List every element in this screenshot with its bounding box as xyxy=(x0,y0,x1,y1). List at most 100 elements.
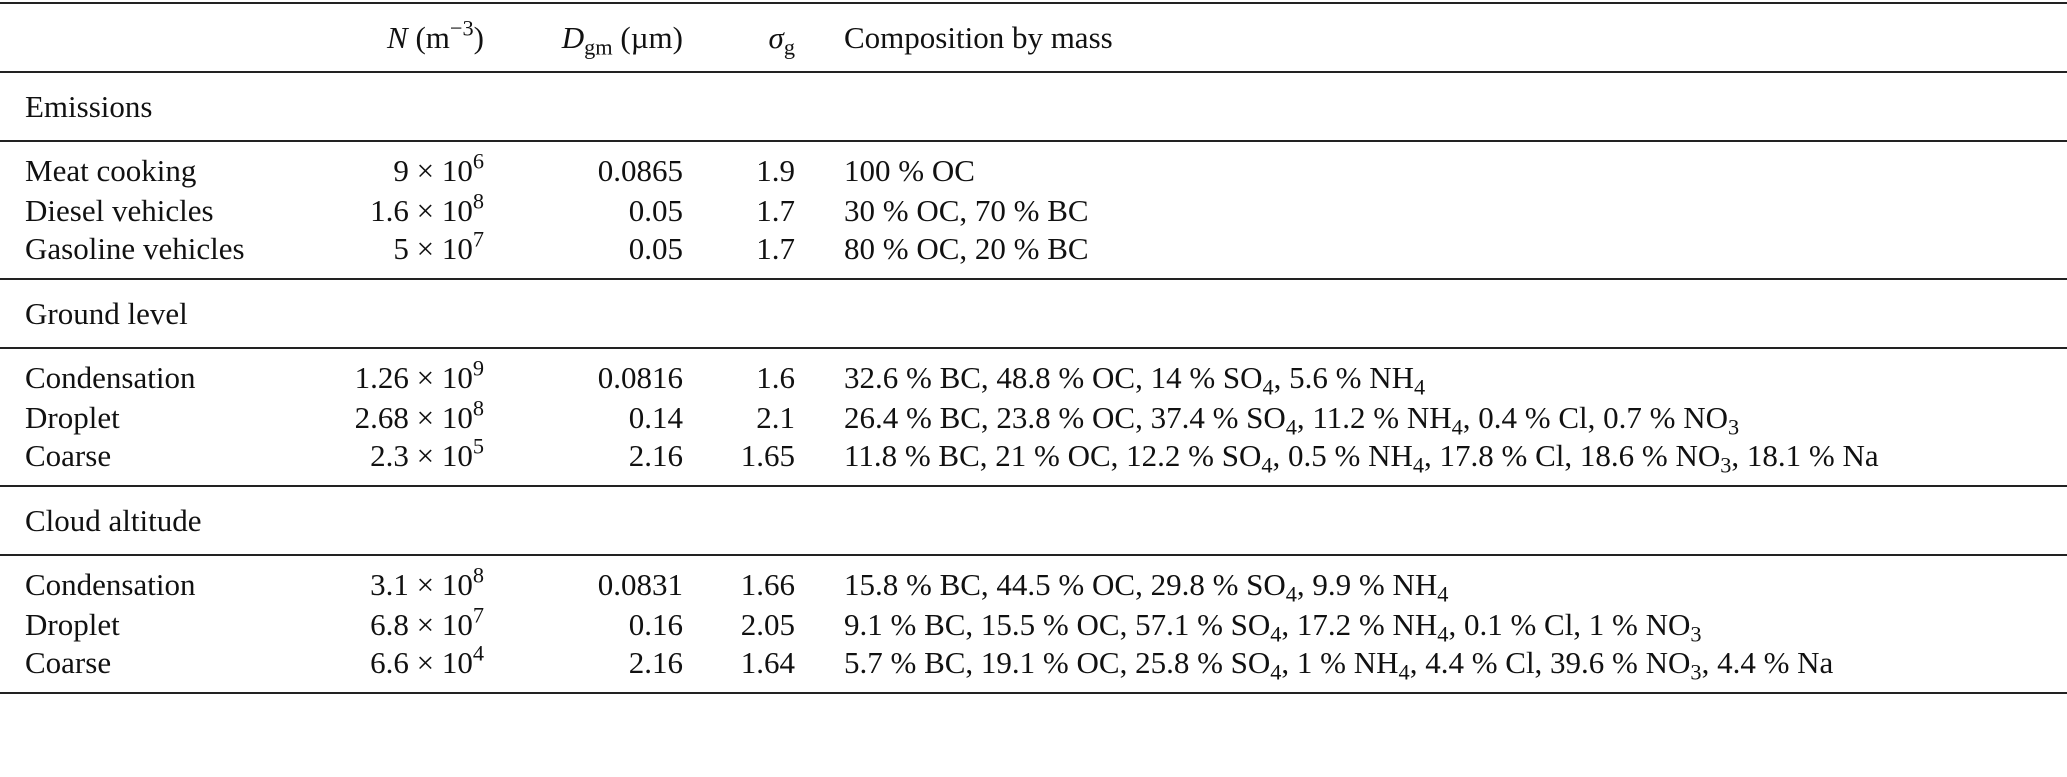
data-row: Droplet 6.8 × 107 0.16 2.05 9.1 % BC, 15.5 %… xyxy=(0,601,2067,647)
text-segment: 8 xyxy=(472,395,484,421)
cell: 11.8 % BC, 21 % OC, 12.2 % SO4, 0.5 % NH… xyxy=(795,440,2067,486)
cell: Meat cooking xyxy=(25,153,197,188)
text-segment: 2.68 × 10 xyxy=(354,399,473,435)
text-segment: , 0.1 % Cl, 1 % NO xyxy=(1448,606,1691,642)
text-segment: 2.3 × 10 xyxy=(370,438,473,473)
section-title: Cloud altitude xyxy=(25,503,202,538)
text-segment: g xyxy=(783,34,795,60)
cell: 80 % OC, 20 % BC xyxy=(795,233,2067,279)
section-row: Emissions xyxy=(0,72,2067,141)
cell: 2.68 × 108 xyxy=(325,394,484,440)
cell: 30 % OC, 70 % BC xyxy=(795,187,2067,233)
text-segment: (µm) xyxy=(612,20,683,55)
text-segment: D xyxy=(561,20,585,55)
text-segment: 8 xyxy=(472,188,484,214)
text-segment: −3 xyxy=(449,15,474,41)
text-segment: , 17.2 % NH xyxy=(1281,606,1438,642)
text-segment: 8 xyxy=(472,562,484,588)
cell: 5.7 % BC, 19.1 % OC, 25.8 % SO4, 1 % NH4… xyxy=(795,647,2067,693)
data-table: N (m−3) Dgm (µm) σg Composition by mass Emis… xyxy=(0,2,2067,694)
cell: 2.1 xyxy=(756,399,795,435)
text-segment: 26.4 % BC, 23.8 % OC, 37.4 % SO xyxy=(844,399,1286,435)
data-row: Droplet 2.68 × 108 0.14 2.1 26.4 % BC, 23.8 … xyxy=(0,394,2067,440)
cell: 1.66 xyxy=(740,567,795,602)
cell: 1.64 xyxy=(740,645,795,680)
section-row: Cloud altitude xyxy=(0,486,2067,555)
text-segment: 4 xyxy=(1285,414,1297,440)
table-body: N (m−3) Dgm (µm) σg Composition by mass Emis… xyxy=(0,3,2067,693)
text-segment: 100 % OC xyxy=(844,153,975,188)
text-segment: 3 xyxy=(1690,659,1702,685)
cell: 1.6 xyxy=(756,360,795,395)
text-segment: , 5.6 % NH xyxy=(1273,360,1415,395)
cell: 0.14 xyxy=(628,399,683,435)
text-segment: , 4.4 % Na xyxy=(1701,645,1834,680)
header-cell: Composition by mass xyxy=(844,20,1113,55)
data-row: Gasoline vehicles 5 × 107 0.05 1.7 80 % OC, … xyxy=(0,228,2067,279)
text-segment: 4 xyxy=(1270,659,1282,685)
text-segment: 11.8 % BC, 21 % OC, 12.2 % SO xyxy=(844,438,1262,473)
text-segment: 30 % OC, 70 % BC xyxy=(844,192,1089,228)
text-segment: 9 × 10 xyxy=(393,153,473,188)
section-title: Ground level xyxy=(25,296,188,331)
cell: 1.9 xyxy=(756,153,795,188)
cell: 1.7 xyxy=(756,231,795,266)
text-segment: 6.6 × 10 xyxy=(370,645,473,680)
cell: 1.7 xyxy=(756,192,795,228)
text-segment: 15.8 % BC, 44.5 % OC, 29.8 % SO xyxy=(844,567,1286,602)
text-segment: ) xyxy=(473,20,484,55)
cell: 1.65 xyxy=(740,438,795,473)
text-segment: 1.26 × 10 xyxy=(354,360,473,395)
cell: Gasoline vehicles xyxy=(25,231,245,266)
cell: 2.05 xyxy=(740,606,795,642)
section-row: Ground level xyxy=(0,279,2067,348)
header-row: N (m−3) Dgm (µm) σg Composition by mass xyxy=(0,3,2067,72)
text-segment: 4 xyxy=(1262,374,1274,400)
text-segment: 3 xyxy=(1728,414,1740,440)
text-segment: 1.6 × 10 xyxy=(370,192,473,228)
text-segment: 9 xyxy=(472,355,484,381)
text-segment: gm xyxy=(584,34,613,60)
cell: 0.16 xyxy=(628,606,683,642)
text-segment: , 18.1 % Na xyxy=(1731,438,1879,473)
cell: Condensation xyxy=(25,360,196,395)
cell: 1.6 × 108 xyxy=(325,187,484,233)
text-segment: 7 xyxy=(472,602,484,628)
cell: 0.05 xyxy=(628,192,683,228)
cell: 5 × 107 xyxy=(325,228,484,279)
cell: 100 % OC xyxy=(795,141,2067,187)
cell: 2.16 xyxy=(628,438,683,473)
text-segment: 4 xyxy=(1285,581,1297,607)
cell: 6.6 × 104 xyxy=(325,642,484,693)
cell: 26.4 % BC, 23.8 % OC, 37.4 % SO4, 11.2 %… xyxy=(795,394,2067,440)
text-segment: 3 xyxy=(1690,621,1702,647)
text-segment: , 11.2 % NH xyxy=(1296,399,1452,435)
cell: Diesel vehicles xyxy=(25,192,214,228)
cell: 1.26 × 109 xyxy=(325,348,484,394)
text-segment: 4 xyxy=(1398,659,1410,685)
cell: 0.05 xyxy=(628,231,683,266)
text-segment: 4 xyxy=(1437,581,1449,607)
text-segment: 5.7 % BC, 19.1 % OC, 25.8 % SO xyxy=(844,645,1271,680)
text-segment: 3 xyxy=(1720,452,1732,478)
cell: 2.3 × 105 xyxy=(325,435,484,486)
text-segment: 4 xyxy=(1261,452,1273,478)
text-segment: N xyxy=(387,20,408,55)
cell: 0.0831 xyxy=(597,567,683,602)
cell: 0.0865 xyxy=(597,153,683,188)
cell: 6.8 × 107 xyxy=(325,601,484,647)
text-segment: 4 xyxy=(1437,621,1449,647)
header-cell: Dgm (µm) xyxy=(484,3,683,72)
header-cell: N (m−3) xyxy=(325,3,484,72)
cell: Droplet xyxy=(25,399,120,435)
text-segment: 4 xyxy=(472,640,484,666)
text-segment: 6.8 × 10 xyxy=(370,606,473,642)
cell: 9 × 106 xyxy=(325,141,484,187)
data-row: Condensation 1.26 × 109 0.0816 1.6 32.6 % BC… xyxy=(0,348,2067,398)
section-title: Emissions xyxy=(25,89,153,124)
text-segment: 4 xyxy=(1270,621,1282,647)
cell: Coarse xyxy=(25,438,112,473)
text-segment: 4 xyxy=(1412,452,1425,478)
cell: 3.1 × 108 xyxy=(325,555,484,601)
